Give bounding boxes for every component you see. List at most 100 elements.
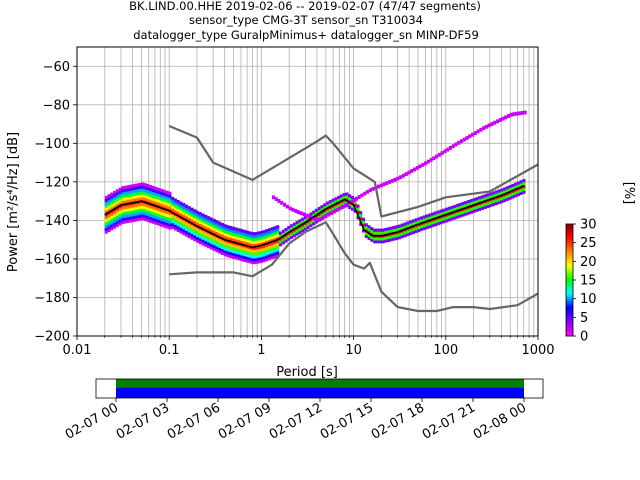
density-cell: [384, 239, 387, 242]
density-cell: [448, 218, 451, 221]
density-cell: [185, 216, 188, 219]
density-cell: [309, 221, 312, 224]
density-cell: [160, 189, 163, 192]
density-cell: [116, 221, 119, 224]
density-cell: [421, 163, 424, 167]
density-cell: [141, 206, 144, 209]
density-cell: [138, 203, 141, 206]
density-cell: [302, 212, 305, 216]
density-cell: [166, 217, 169, 220]
density-cell: [415, 218, 418, 221]
density-cell: [514, 183, 517, 186]
density-cell: [130, 208, 133, 211]
density-cell: [484, 194, 487, 197]
density-cell: [221, 229, 224, 232]
density-cell: [105, 225, 108, 228]
density-cell: [235, 230, 238, 233]
density-cell: [499, 118, 502, 122]
density-cell: [105, 228, 108, 231]
density-cell: [459, 214, 462, 217]
density-cell: [218, 239, 221, 242]
density-cell: [177, 220, 180, 223]
density-cell: [215, 229, 218, 232]
density-cell: [243, 250, 246, 253]
density-cell: [226, 228, 229, 231]
density-cell: [119, 211, 122, 214]
density-cell: [168, 218, 171, 221]
density-cell: [369, 188, 372, 192]
density-cell: [379, 231, 382, 234]
density-cell: [138, 206, 141, 209]
density-cell: [132, 198, 135, 201]
density-cell: [143, 189, 146, 192]
density-cell: [132, 207, 135, 210]
density-cell: [431, 221, 434, 224]
density-cell: [166, 214, 169, 217]
density-cell: [210, 246, 213, 249]
density-cell: [495, 202, 498, 205]
density-cell: [254, 252, 257, 255]
density-cell: [185, 213, 188, 216]
density-cell: [177, 209, 180, 212]
density-cell: [390, 238, 393, 241]
density-cell: [262, 253, 265, 256]
density-cell: [135, 204, 138, 207]
density-cell: [249, 252, 252, 255]
density-cell: [514, 194, 517, 197]
density-cell: [119, 196, 122, 199]
density-cell: [210, 235, 213, 238]
density-cell: [503, 187, 506, 190]
density-cell: [149, 211, 152, 214]
density-cell: [268, 237, 271, 240]
density-cell: [213, 242, 216, 245]
density-cell: [362, 218, 365, 221]
density-cell: [116, 195, 119, 198]
density-cell: [179, 204, 182, 207]
density-cell: [493, 121, 496, 125]
density-cell: [482, 126, 485, 130]
density-cell: [249, 260, 252, 263]
y-tick-label: −60: [43, 60, 70, 75]
density-cell: [511, 195, 514, 198]
density-cell: [135, 210, 138, 213]
density-cell: [520, 180, 523, 183]
density-cell: [341, 205, 344, 209]
density-cell: [240, 235, 243, 238]
density-cell: [260, 231, 263, 234]
density-cell: [124, 215, 127, 218]
density-cell: [246, 257, 249, 260]
density-cell: [391, 179, 394, 183]
density-cell: [229, 226, 232, 229]
density-cell: [282, 238, 285, 241]
density-cell: [121, 209, 124, 212]
density-cell: [409, 229, 412, 232]
density-cell: [431, 224, 434, 227]
density-cell: [202, 237, 205, 240]
y-tick-label: −100: [34, 137, 70, 152]
density-cell: [246, 239, 249, 242]
density-cell: [348, 194, 351, 197]
density-cell: [119, 222, 122, 225]
density-cell: [376, 231, 379, 234]
density-cell: [132, 213, 135, 216]
density-cell: [358, 195, 361, 199]
density-cell: [185, 207, 188, 210]
density-cell: [157, 208, 160, 211]
density-cell: [290, 224, 293, 227]
density-cell: [254, 235, 257, 238]
density-cell: [127, 217, 130, 220]
density-cell: [204, 215, 207, 218]
density-cell: [177, 206, 180, 209]
density-cell: [141, 185, 144, 188]
density-cell: [432, 156, 435, 160]
density-cell: [182, 229, 185, 232]
density-cell: [485, 125, 488, 129]
density-cell: [168, 221, 171, 224]
density-cell: [207, 242, 210, 245]
density-cell: [155, 187, 158, 190]
density-cell: [174, 210, 177, 213]
density-cell: [152, 221, 155, 224]
density-cell: [276, 225, 279, 228]
density-cell: [124, 206, 127, 209]
density-cell: [240, 249, 243, 252]
